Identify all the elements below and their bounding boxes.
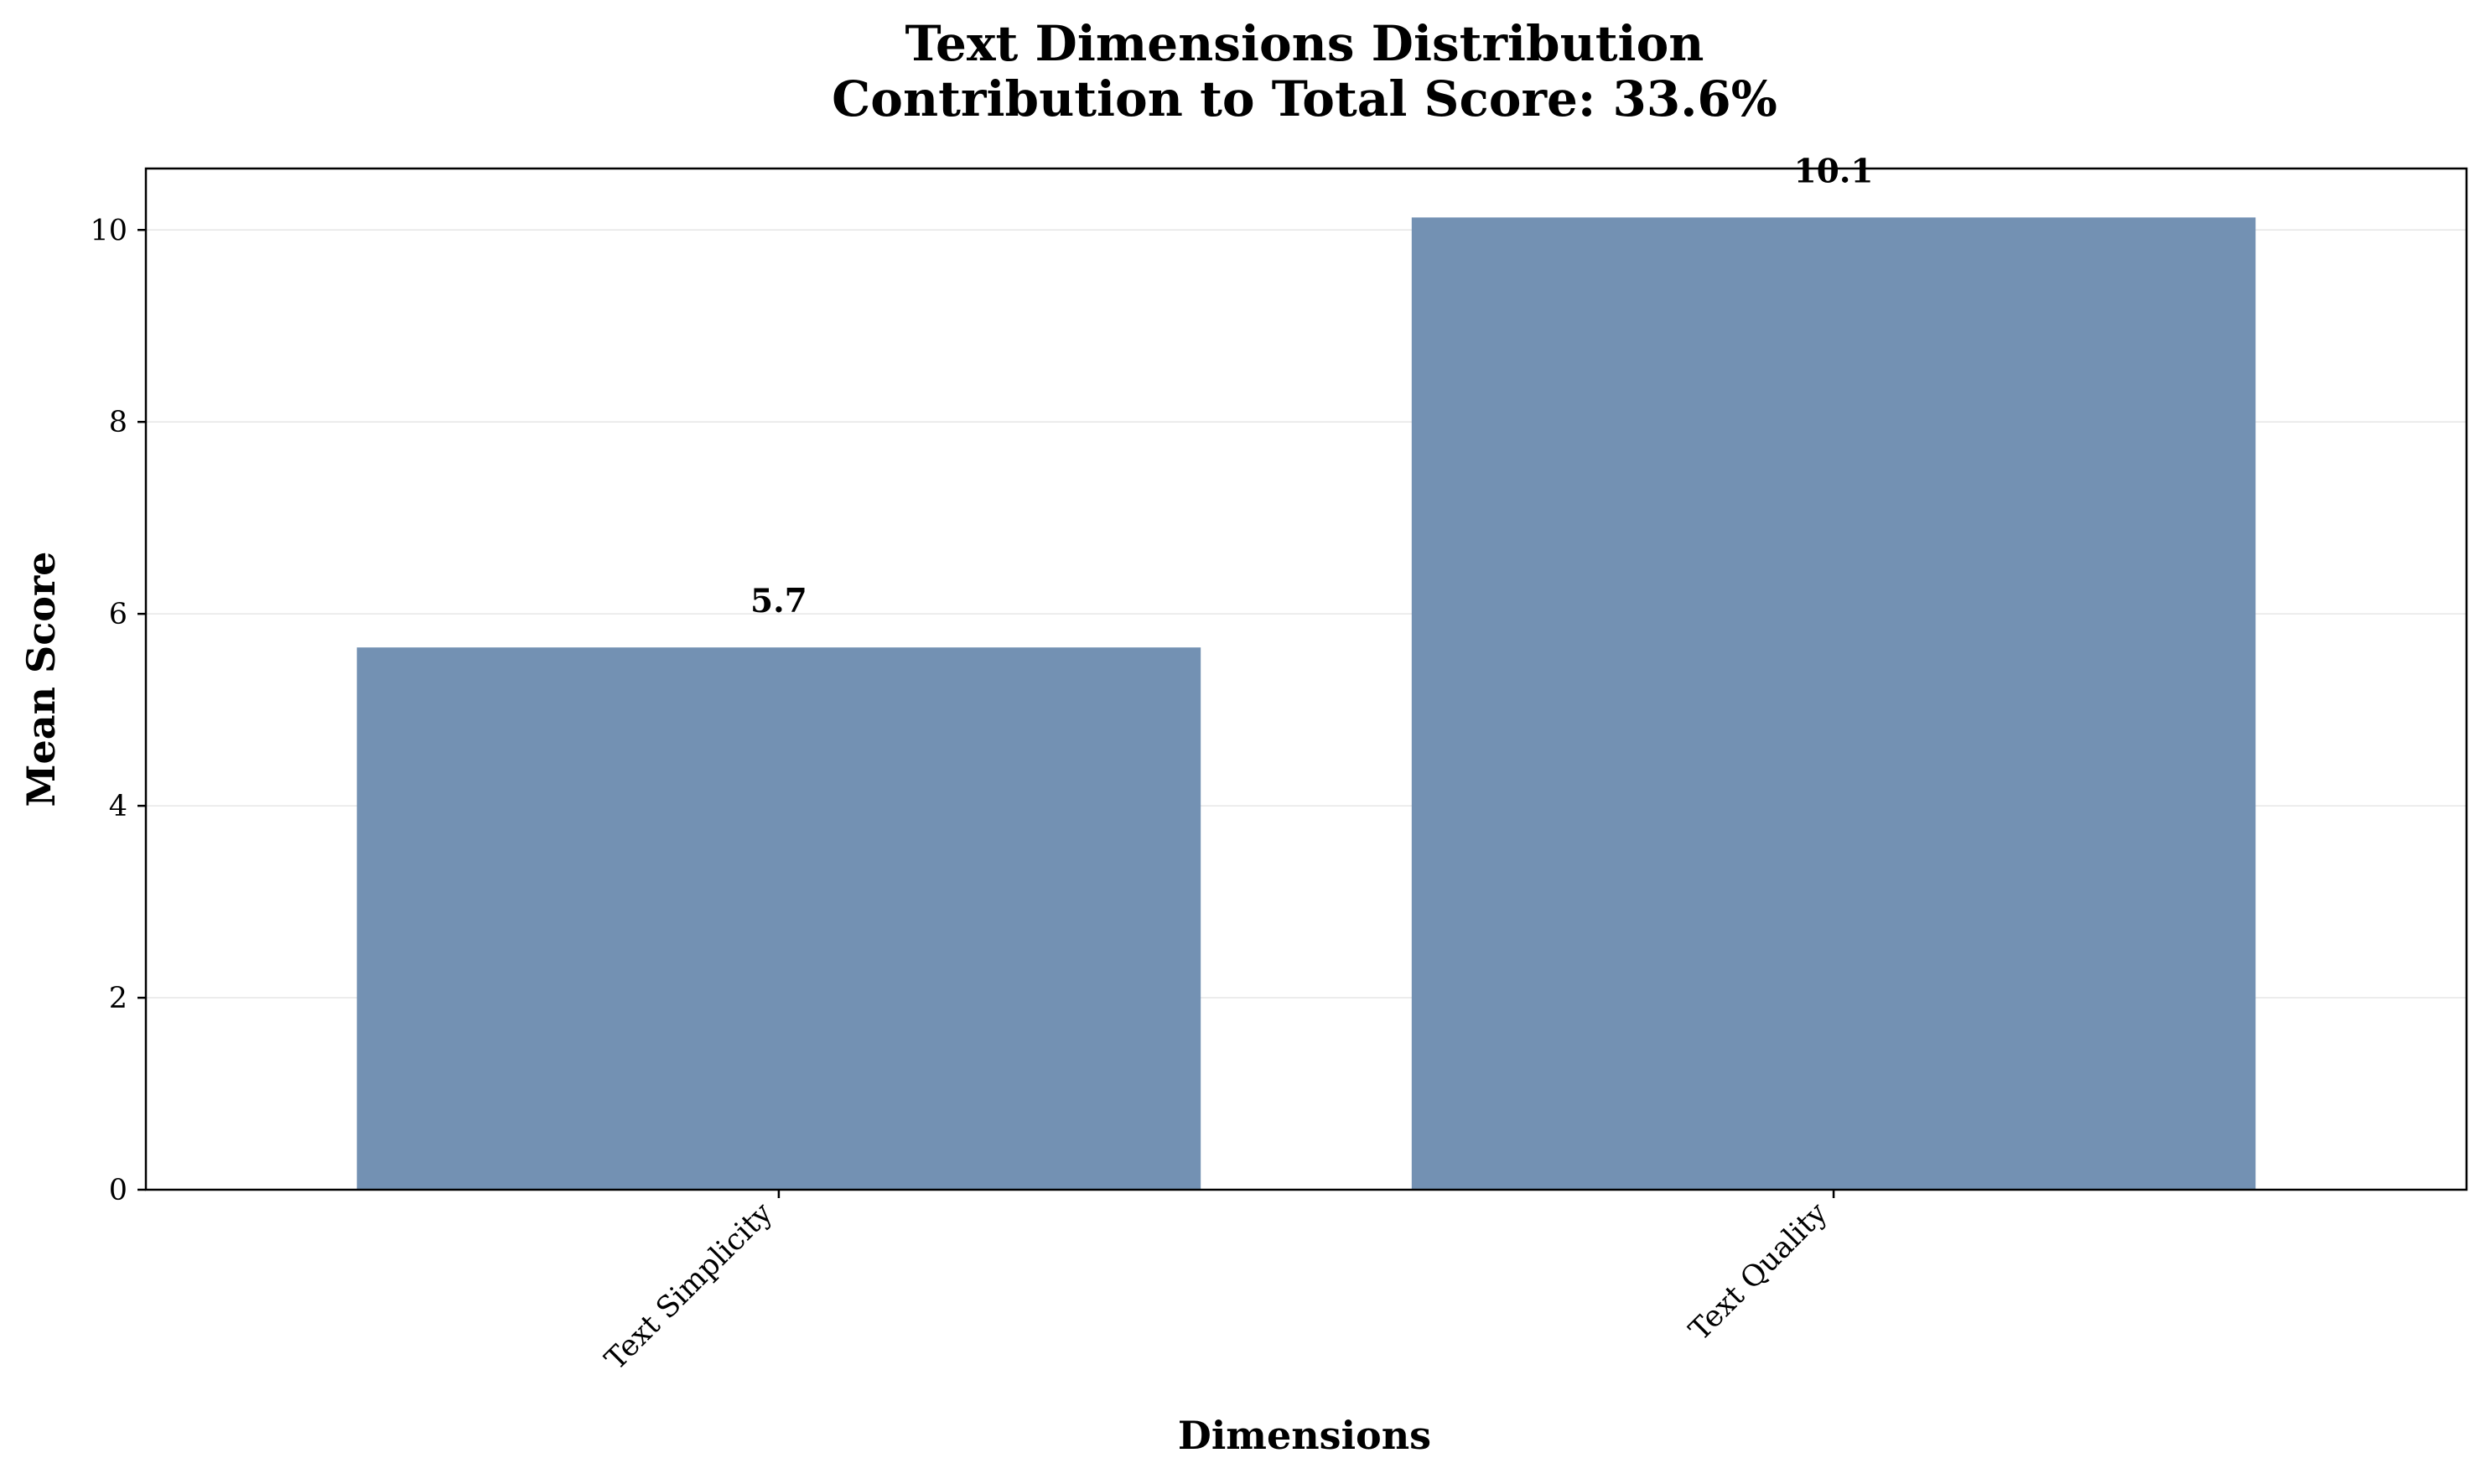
y-tick-label: 10 [90, 214, 127, 247]
bar-text-quality [1411, 217, 2256, 1190]
y-tick-label: 0 [109, 1174, 127, 1207]
y-tick-label: 6 [109, 598, 127, 631]
y-tick-label: 4 [109, 790, 127, 823]
y-tick-label: 8 [109, 406, 127, 439]
chart-title: Text Dimensions Distribution [905, 15, 1704, 72]
y-tick-label: 2 [109, 982, 127, 1015]
y-axis-label: Mean Score [18, 552, 64, 807]
plot-frame [144, 167, 2468, 1191]
bar-text-simplicity [356, 647, 1201, 1190]
x-axis-label: Dimensions [1178, 1413, 1431, 1458]
bar-data-labels: 5.7 10.1 [750, 152, 1874, 620]
chart-subtitle: Contribution to Total Score: 33.6% [832, 70, 1777, 127]
y-axis-ticks: 0 2 4 6 8 10 [90, 214, 146, 1207]
bar-value-label: 5.7 [750, 582, 807, 620]
bars [356, 217, 2256, 1190]
bar-value-label: 10.1 [1794, 152, 1874, 190]
